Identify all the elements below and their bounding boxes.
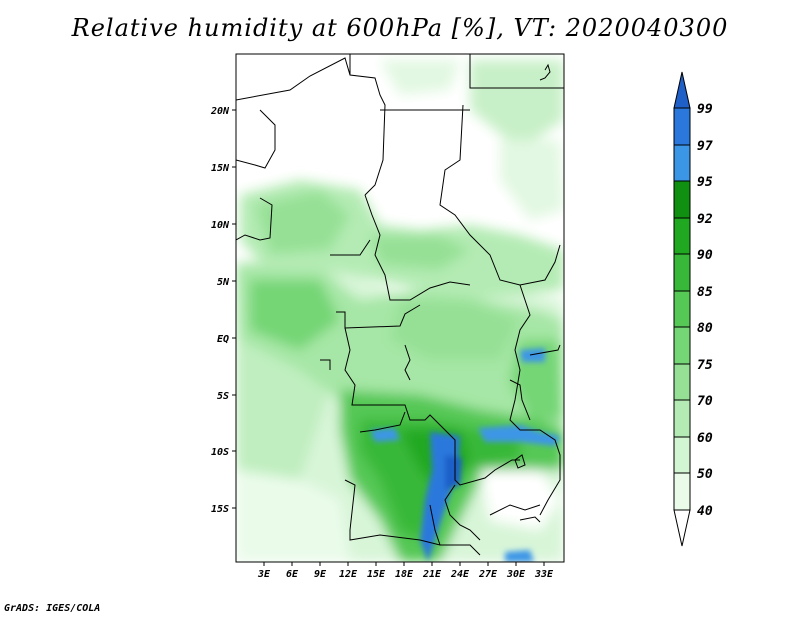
colorbar-bottom-arrow (673, 509, 691, 547)
lon-label-6e: 6E (286, 569, 299, 580)
lat-label-15s: 15S (211, 504, 229, 515)
colorbar-label-40: 40 (697, 504, 713, 519)
colorbar-swatch-85-90 (673, 253, 691, 292)
humidity-field (236, 54, 564, 562)
colorbar-swatch-97-99 (673, 107, 691, 146)
colorbar-swatch-92-95 (673, 180, 691, 219)
colorbar-swatch-80-85 (673, 290, 691, 328)
colorbar-label-75: 75 (697, 358, 713, 373)
map-frame (235, 53, 565, 563)
lon-label-9e: 9E (314, 569, 327, 580)
colorbar-swatch-90-92 (673, 217, 691, 255)
lat-label-10n: 10N (211, 220, 230, 231)
lat-label-eq: EQ (217, 334, 229, 345)
lat-label-5s: 5S (217, 391, 229, 402)
country-borders (236, 54, 564, 556)
colorbar: 99 97 95 92 90 85 80 75 70 60 50 40 (673, 71, 713, 547)
colorbar-label-70: 70 (697, 394, 713, 409)
colorbar-label-50: 50 (697, 467, 713, 482)
lat-axis: 20N 15N 10N 5N EQ 5S 10S 15S (210, 106, 236, 515)
lon-label-33e: 33E (534, 569, 554, 580)
lon-label-21e: 21E (422, 569, 442, 580)
lon-label-27e: 27E (478, 569, 498, 580)
colorbar-swatch-75-80 (673, 326, 691, 365)
lon-label-3e: 3E (257, 569, 271, 580)
grads-credit: GrADS: IGES/COLA (4, 603, 101, 614)
lon-label-30e: 30E (506, 569, 526, 580)
colorbar-swatch-70-75 (673, 363, 691, 401)
lat-label-5n: 5N (217, 277, 230, 288)
map-title: Relative humidity at 600hPa [%], VT: 202… (71, 14, 729, 42)
colorbar-label-85: 85 (697, 285, 713, 300)
lon-axis: 3E 6E 9E 12E 15E 18E 21E 24E 27E 30E 33E (257, 562, 554, 580)
colorbar-label-99: 99 (697, 102, 713, 117)
lat-label-20n: 20N (210, 106, 230, 117)
lon-label-12e: 12E (339, 569, 358, 580)
colorbar-label-97: 97 (697, 139, 713, 154)
colorbar-label-90: 90 (697, 248, 713, 263)
colorbar-swatch-40-50 (673, 472, 691, 511)
lat-label-15n: 15N (211, 163, 230, 174)
lat-label-10s: 10S (211, 447, 229, 458)
colorbar-top-arrow (673, 71, 691, 109)
colorbar-label-60: 60 (697, 431, 713, 446)
colorbar-label-92: 92 (697, 212, 713, 227)
lon-label-24e: 24E (450, 569, 470, 580)
lon-label-18e: 18E (395, 569, 414, 580)
colorbar-label-95: 95 (697, 175, 713, 190)
colorbar-label-80: 80 (697, 321, 713, 336)
colorbar-swatch-95-97 (673, 144, 691, 182)
lon-label-15e: 15E (367, 569, 386, 580)
colorbar-swatch-60-70 (673, 399, 691, 438)
colorbar-swatch-50-60 (673, 436, 691, 474)
